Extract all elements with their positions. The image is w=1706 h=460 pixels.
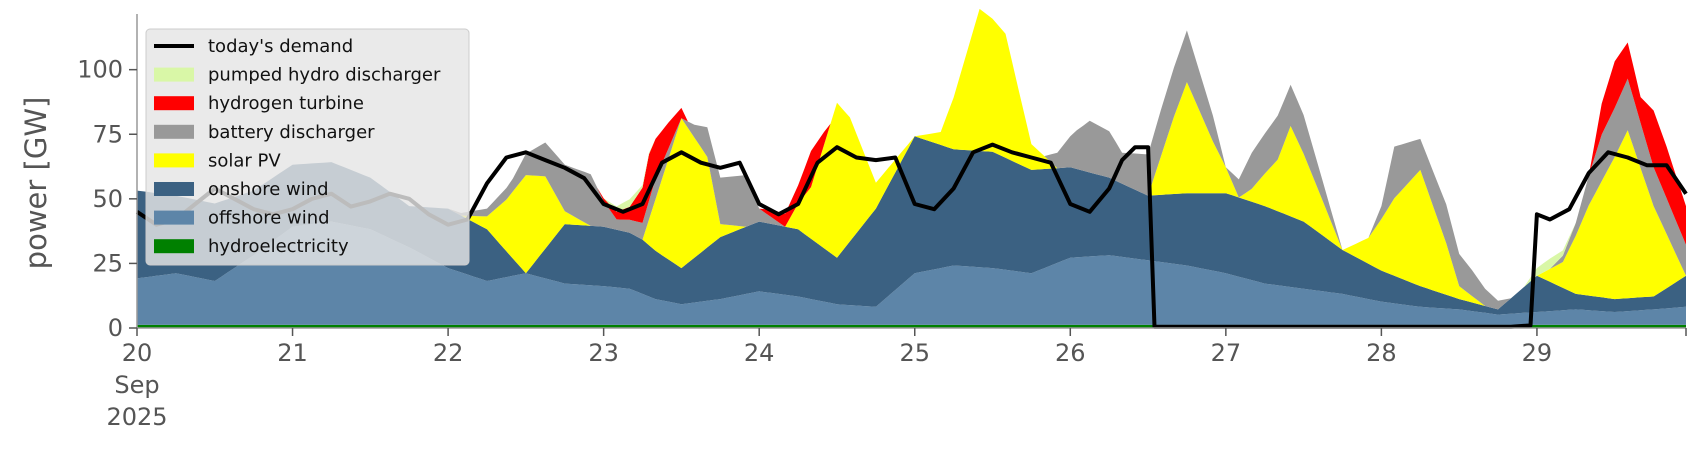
x-tick-sublabel: 2025 (106, 403, 167, 431)
x-tick-label: 21 (277, 339, 308, 367)
legend-label-onshore-wind: onshore wind (208, 179, 329, 200)
legend-label-hydrogen-turbine: hydrogen turbine (208, 93, 364, 114)
legend-label-today-s-demand: today's demand (208, 36, 353, 57)
legend-swatch-solar-pv (154, 153, 194, 168)
legend-box (145, 28, 470, 266)
x-tick-sublabel: Sep (114, 371, 159, 399)
legend: today's demand pumped hydro discharger hyd… (145, 28, 470, 266)
x-tick-label: 27 (1211, 339, 1242, 367)
x-tick-label: 24 (744, 339, 775, 367)
legend-swatch-pumped-hydro-discharger (154, 67, 194, 82)
legend-swatch-hydrogen-turbine (154, 96, 194, 111)
x-tick-label: 20 (122, 339, 153, 367)
y-tick-label: 100 (77, 56, 123, 84)
area-offshore-wind (137, 221, 1686, 325)
y-axis-title: power [GW] (19, 97, 53, 270)
legend-label-solar-pv: solar PV (208, 150, 281, 171)
area-solar-pv (137, 8, 1686, 310)
legend-label-offshore-wind: offshore wind (208, 208, 330, 229)
x-tick-label: 28 (1366, 339, 1397, 367)
legend-swatch-hydroelectricity (154, 239, 194, 254)
y-tick-label: 25 (92, 249, 123, 277)
x-tick-label: 22 (433, 339, 464, 367)
y-tick-label: 75 (92, 120, 123, 148)
y-tick-label: 0 (108, 314, 123, 342)
axes: 0 25 50 75 100 20 Sep 2025 21 22 23 24 25 26 27 28 29 pow… (19, 14, 1687, 431)
legend-swatch-offshore-wind (154, 210, 194, 225)
x-tick-label: 26 (1055, 339, 1086, 367)
x-tick-label: 29 (1522, 339, 1553, 367)
legend-label-battery-discharger: battery discharger (208, 122, 375, 143)
legend-swatch-battery-discharger (154, 124, 194, 139)
y-tick-label: 50 (92, 185, 123, 213)
area-onshore-wind (137, 136, 1686, 315)
legend-label-hydroelectricity: hydroelectricity (208, 236, 349, 257)
x-tick-label: 25 (899, 339, 930, 367)
x-tick-label: 23 (588, 339, 619, 367)
legend-label-pumped-hydro-discharger: pumped hydro discharger (208, 65, 441, 86)
legend-swatch-onshore-wind (154, 182, 194, 196)
